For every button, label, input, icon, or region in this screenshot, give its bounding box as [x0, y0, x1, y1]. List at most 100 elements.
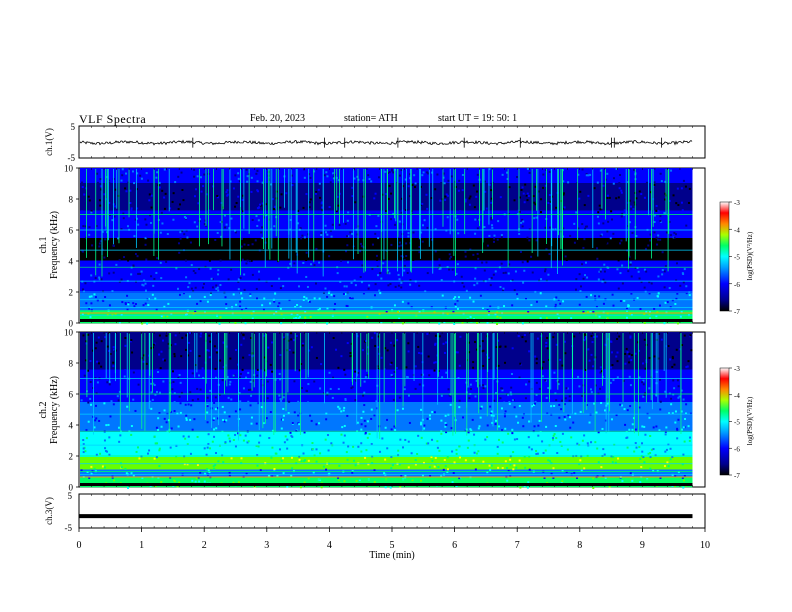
- spectrogram-pixel: [611, 218, 614, 221]
- spectrogram-pixel: [604, 343, 607, 346]
- spectrogram-pixel: [345, 250, 348, 253]
- spectrogram-pixel: [445, 341, 448, 344]
- spectrogram-pixel: [519, 362, 522, 365]
- spectrogram-pixel: [546, 347, 549, 350]
- spectrogram-pixel: [309, 176, 312, 179]
- spectrogram-pixel: [282, 407, 285, 410]
- spectrogram-pixel: [576, 182, 579, 185]
- spectrogram-pixel: [537, 434, 540, 437]
- spectrogram-pixel: [346, 244, 349, 247]
- spectrogram-pixel: [663, 286, 666, 289]
- spectrogram-pixel: [546, 412, 549, 415]
- spectrogram-pixel: [167, 302, 170, 305]
- spectrogram-pixel: [491, 224, 494, 227]
- spectrogram-pixel: [126, 225, 129, 228]
- spectrogram-band: [80, 357, 693, 360]
- spectrogram-pixel: [690, 349, 693, 352]
- spectrogram-pixel: [524, 466, 527, 469]
- spectrogram-pixel: [652, 469, 655, 472]
- spectrogram-pixel: [441, 294, 444, 297]
- spectrogram-pixel: [145, 223, 148, 226]
- spectrogram-pixel: [102, 299, 105, 302]
- spectrogram-pixel: [237, 432, 240, 435]
- spectrogram-pixel: [489, 405, 492, 408]
- spectrogram-pixel: [354, 284, 357, 287]
- spectrogram-pixel: [516, 176, 519, 179]
- spectrogram-pixel: [499, 397, 502, 400]
- spectrogram-pixel: [208, 334, 211, 337]
- spectrogram-pixel: [297, 400, 300, 403]
- spectrogram-pixel: [497, 220, 500, 223]
- spectrogram-pixel: [640, 465, 643, 468]
- spectrogram-pixel: [197, 202, 200, 205]
- spectrogram-pixel: [173, 410, 176, 413]
- spectrogram-pixel: [274, 206, 277, 209]
- spectrogram-pixel: [262, 422, 265, 425]
- spectrogram-pixel: [676, 429, 679, 432]
- spectrogram-pixel: [241, 258, 244, 261]
- spectrogram-pixel: [507, 212, 510, 215]
- spectrogram-pixel: [458, 477, 461, 480]
- spectrogram-pixel: [401, 407, 404, 410]
- spectrogram-pixel: [321, 206, 324, 209]
- spectrogram-pixel: [117, 399, 120, 402]
- spectrogram-pixel: [629, 313, 632, 316]
- spectrogram-pixel: [669, 358, 672, 361]
- spectrogram-pixel: [500, 407, 503, 410]
- spectrogram-pixel: [564, 352, 567, 355]
- spectrogram-pixel: [94, 419, 97, 422]
- spectrogram-pixel: [569, 416, 572, 419]
- spectrogram-pixel: [228, 383, 231, 386]
- spectrogram-pixel: [293, 411, 296, 414]
- spectrogram-pixel: [226, 375, 229, 378]
- spectrogram-pixel: [291, 467, 294, 470]
- spectrogram-pixel: [181, 230, 184, 233]
- spectrogram-pixel: [685, 285, 688, 288]
- spectrogram-pixel: [545, 341, 548, 344]
- spectrogram-pixel: [475, 379, 478, 382]
- spectrogram-pixel: [197, 398, 200, 401]
- spectrogram-pixel: [395, 181, 398, 184]
- spectrogram-pixel: [421, 174, 424, 177]
- spectrogram-pixel: [559, 358, 562, 361]
- spectrogram-pixel: [95, 417, 98, 420]
- spectrogram-pixel: [206, 405, 209, 408]
- spectrogram-pixel: [433, 369, 436, 372]
- spectrogram-pixel: [624, 362, 627, 365]
- spectrogram-pixel: [344, 293, 347, 296]
- spectrogram-pixel: [655, 425, 658, 428]
- spectrogram-pixel: [548, 170, 551, 173]
- spectrogram-pixel: [377, 176, 380, 179]
- spectrogram-pixel: [338, 464, 341, 467]
- spectrogram-pixel: [422, 171, 425, 174]
- spectrogram-pixel: [638, 277, 641, 280]
- spectrogram-pixel: [551, 228, 554, 231]
- spectrogram-pixel: [202, 377, 205, 380]
- spectrogram-pixel: [454, 306, 457, 309]
- spectrogram-pixel: [247, 371, 250, 374]
- spectrogram-pixel: [280, 418, 283, 421]
- spectrogram-pixel: [120, 430, 123, 433]
- spectrogram-pixel: [131, 170, 134, 173]
- spectrogram-pixel: [454, 296, 457, 299]
- spectrogram-pixel: [592, 477, 595, 480]
- spectrogram-pixel: [493, 234, 496, 237]
- spectrogram-pixel: [88, 233, 91, 236]
- spectrogram-pixel: [399, 485, 402, 488]
- spectrogram-pixel: [625, 431, 628, 434]
- spectrogram-pixel: [313, 454, 316, 457]
- spectrogram-pixel: [265, 280, 268, 283]
- spectrogram-pixel: [278, 448, 281, 451]
- spectrogram-pixel: [657, 234, 660, 237]
- spectrogram-pixel: [535, 357, 538, 360]
- spectrogram-pixel: [307, 383, 310, 386]
- spectrogram-pixel: [447, 388, 450, 391]
- spectrogram-pixel: [162, 339, 165, 342]
- spectrogram-pixel: [357, 257, 360, 260]
- spectrogram-pixel: [296, 257, 299, 260]
- spectrogram-pixel: [165, 260, 168, 263]
- spectrogram-pixel: [472, 300, 475, 303]
- spectrogram-pixel: [377, 367, 380, 370]
- spectrogram-pixel: [362, 179, 365, 182]
- spectrogram-pixel: [441, 247, 444, 250]
